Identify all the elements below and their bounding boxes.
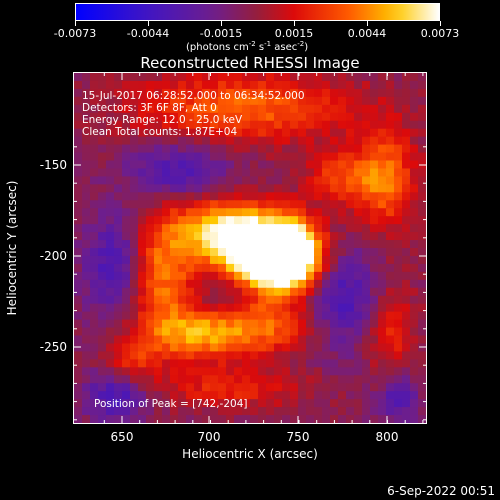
info-detectors: Detectors: 3F 6F 8F, Att 0 [82,102,217,114]
rhessi-image [74,73,426,423]
colorbar-tick-label: 0.0015 [274,27,314,40]
colorbar-tick [221,21,222,26]
colorbar-tick-label: -0.0073 [53,27,97,40]
xtick-label: 750 [286,430,310,444]
info-clean: Clean Total counts: 1.87E+04 [82,126,238,138]
colorbar-tick [148,21,149,26]
colorbar-tick [367,21,368,26]
y-axis-label: Heliocentric Y (arcsec) [5,180,19,316]
ytick-label: -250 [39,340,67,354]
colorbar-tick [440,21,441,26]
colorbar-tick-label: 0.0073 [420,27,460,40]
image-title: Reconstructed RHESSI Image [140,54,360,72]
colorbar-tick-label: -0.0015 [199,27,243,40]
rhessi-image-plot: 15-Jul-2017 06:28:52.000 to 06:34:52.000… [73,72,427,424]
ytick-label: -200 [39,249,67,263]
info-energy: Energy Range: 12.0 - 25.0 keV [82,114,243,126]
info-time: 15-Jul-2017 06:28:52.000 to 06:34:52.000 [82,90,305,102]
colorbar-tick [75,21,76,26]
xtick-label: 800 [375,430,399,444]
colorbar-tick-label: -0.0044 [126,27,170,40]
xtick-label: 650 [110,430,134,444]
colorbar-units: (photons cm-2 s-1 asec-2) [186,40,309,53]
datestamp: 6-Sep-2022 00:51 [387,484,495,498]
xtick-label: 700 [197,430,221,444]
x-axis-label: Heliocentric X (arcsec) [182,447,318,461]
info-peak: Position of Peak = [742,-204] [94,398,248,410]
ytick-label: -150 [39,158,67,172]
colorbar-tick-label: 0.0044 [347,27,387,40]
colorbar-tick [294,21,295,26]
colorbar [75,3,440,21]
